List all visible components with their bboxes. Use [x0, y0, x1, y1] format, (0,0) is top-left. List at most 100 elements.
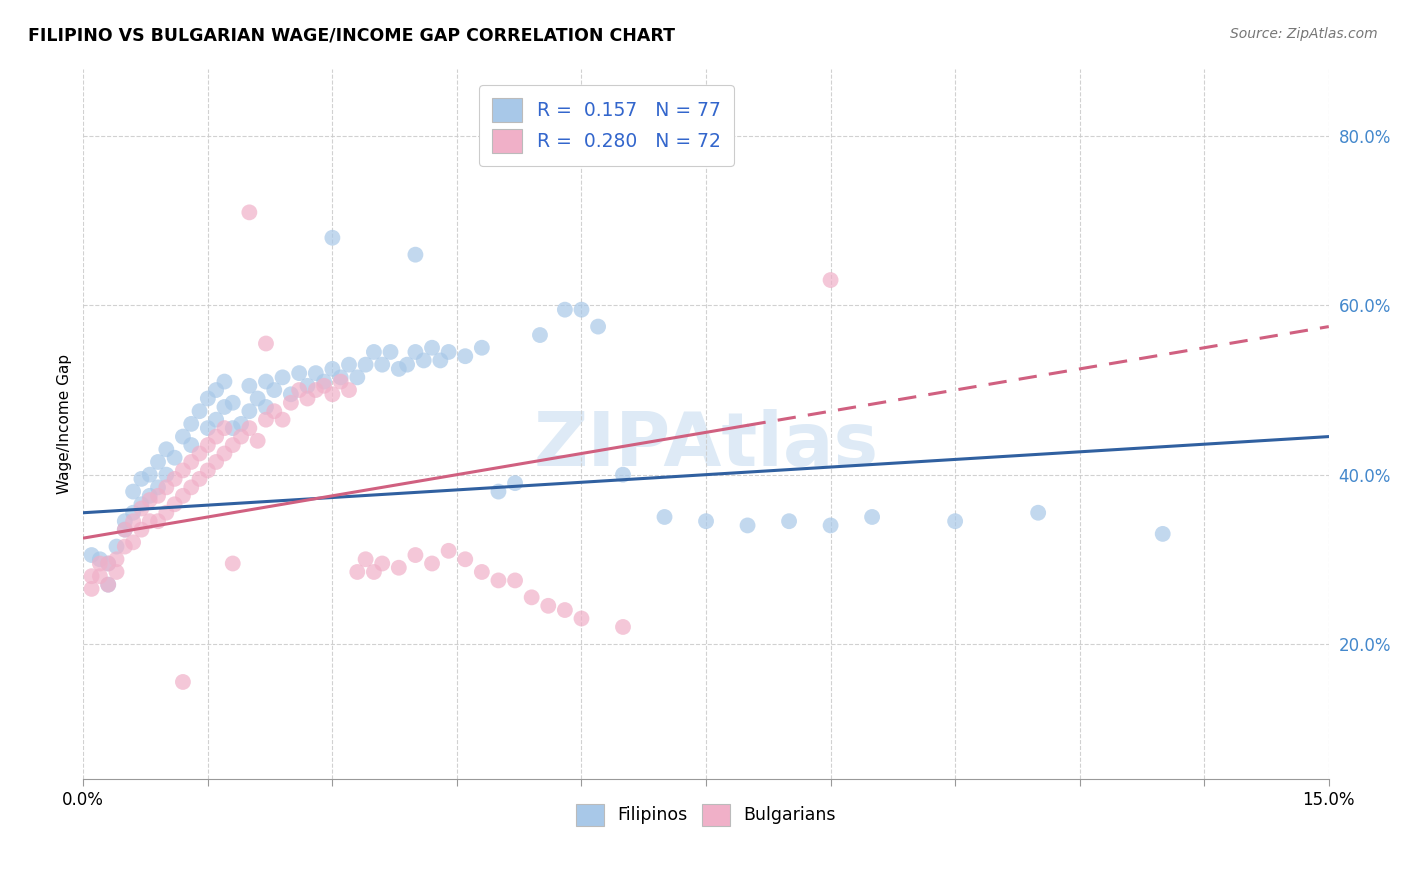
- Point: [454, 349, 477, 363]
- Point: [172, 489, 194, 503]
- Point: [138, 489, 160, 503]
- Point: [529, 328, 551, 343]
- Point: [329, 375, 352, 389]
- Point: [138, 467, 160, 482]
- Point: [122, 484, 145, 499]
- Point: [163, 450, 186, 465]
- Y-axis label: Wage/Income Gap: Wage/Income Gap: [58, 354, 72, 494]
- Point: [943, 514, 966, 528]
- Point: [254, 400, 277, 414]
- Point: [488, 484, 510, 499]
- Point: [404, 248, 426, 262]
- Point: [197, 463, 219, 477]
- Point: [146, 455, 169, 469]
- Point: [188, 404, 211, 418]
- Point: [172, 463, 194, 477]
- Point: [321, 231, 343, 245]
- Point: [737, 518, 759, 533]
- Point: [138, 493, 160, 508]
- Point: [388, 560, 411, 574]
- Point: [612, 467, 634, 482]
- Point: [571, 611, 593, 625]
- Point: [180, 417, 202, 431]
- Point: [695, 514, 717, 528]
- Point: [155, 506, 177, 520]
- Point: [205, 383, 228, 397]
- Point: [222, 557, 245, 571]
- Point: [371, 557, 394, 571]
- Point: [155, 442, 177, 457]
- Point: [80, 548, 103, 562]
- Point: [314, 379, 336, 393]
- Legend: Filipinos, Bulgarians: Filipinos, Bulgarians: [568, 795, 845, 835]
- Text: ZIPAtlas: ZIPAtlas: [533, 409, 879, 482]
- Point: [429, 353, 451, 368]
- Point: [131, 501, 153, 516]
- Point: [437, 345, 460, 359]
- Point: [155, 467, 177, 482]
- Point: [222, 396, 245, 410]
- Point: [354, 358, 377, 372]
- Text: Source: ZipAtlas.com: Source: ZipAtlas.com: [1230, 27, 1378, 41]
- Point: [371, 358, 394, 372]
- Point: [80, 582, 103, 596]
- Point: [263, 383, 285, 397]
- Point: [363, 345, 385, 359]
- Point: [97, 577, 120, 591]
- Point: [488, 574, 510, 588]
- Point: [554, 302, 576, 317]
- Point: [97, 577, 120, 591]
- Point: [280, 387, 302, 401]
- Point: [214, 375, 236, 389]
- Point: [214, 400, 236, 414]
- Point: [172, 429, 194, 443]
- Point: [280, 396, 302, 410]
- Point: [89, 557, 111, 571]
- Point: [263, 404, 285, 418]
- Point: [554, 603, 576, 617]
- Point: [412, 353, 434, 368]
- Point: [254, 336, 277, 351]
- Point: [188, 472, 211, 486]
- Point: [346, 370, 368, 384]
- Point: [820, 518, 842, 533]
- Point: [122, 514, 145, 528]
- Point: [146, 514, 169, 528]
- Point: [297, 379, 319, 393]
- Point: [778, 514, 800, 528]
- Point: [454, 552, 477, 566]
- Point: [138, 514, 160, 528]
- Point: [404, 345, 426, 359]
- Point: [537, 599, 560, 613]
- Point: [105, 552, 128, 566]
- Point: [321, 362, 343, 376]
- Point: [471, 341, 494, 355]
- Point: [238, 421, 260, 435]
- Point: [222, 421, 245, 435]
- Point: [214, 421, 236, 435]
- Point: [612, 620, 634, 634]
- Point: [105, 565, 128, 579]
- Point: [205, 429, 228, 443]
- Point: [654, 510, 676, 524]
- Point: [197, 392, 219, 406]
- Point: [396, 358, 419, 372]
- Point: [155, 480, 177, 494]
- Point: [122, 535, 145, 549]
- Point: [131, 472, 153, 486]
- Point: [1152, 527, 1174, 541]
- Point: [229, 417, 252, 431]
- Point: [146, 489, 169, 503]
- Point: [314, 375, 336, 389]
- Point: [1026, 506, 1049, 520]
- Point: [89, 552, 111, 566]
- Point: [297, 392, 319, 406]
- Point: [437, 544, 460, 558]
- Point: [471, 565, 494, 579]
- Point: [329, 370, 352, 384]
- Point: [205, 412, 228, 426]
- Point: [254, 412, 277, 426]
- Point: [337, 383, 360, 397]
- Point: [246, 434, 269, 448]
- Point: [105, 540, 128, 554]
